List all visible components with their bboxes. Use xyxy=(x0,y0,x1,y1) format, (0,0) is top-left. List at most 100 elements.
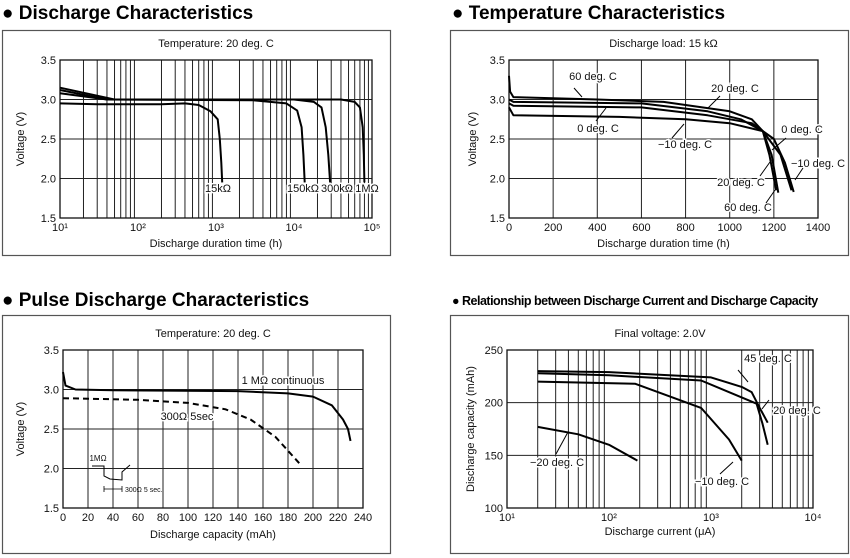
y-tick-label: 2.0 xyxy=(44,464,59,476)
label-leader-line xyxy=(555,431,569,455)
label-leader-line xyxy=(794,167,804,181)
series-line-1m- xyxy=(59,86,366,183)
x-tick-label: 10⁴ xyxy=(805,512,822,524)
x-tick-label: 10⁴ xyxy=(286,222,303,234)
series-line-45-deg-c xyxy=(537,370,769,424)
x-tick-label: 220 xyxy=(329,512,347,524)
y-tick-label: 2.5 xyxy=(490,134,505,146)
y-axis-label: Voltage (V) xyxy=(467,112,479,166)
series-line-20-deg-c xyxy=(537,372,769,446)
x-tick-label: 240 xyxy=(354,512,372,524)
y-tick-label: 250 xyxy=(485,345,503,357)
x-tick-label: 10¹ xyxy=(499,512,515,524)
x-tick-label: 10⁵ xyxy=(364,222,381,234)
heading-discharge: ● Discharge Characteristics xyxy=(2,3,254,24)
chart-panel-border xyxy=(449,29,850,257)
series-label: 20 deg. C xyxy=(711,83,759,95)
label-leader-line xyxy=(671,123,685,139)
series-line-60-deg-c xyxy=(508,75,778,191)
chart-subtitle: Discharge load: 15 kΩ xyxy=(609,38,718,50)
series-label: −10 deg. C xyxy=(695,476,749,488)
x-tick-label: 1400 xyxy=(806,222,830,234)
x-axis-label: Discharge duration time (h) xyxy=(150,238,283,250)
y-tick-label: 2.5 xyxy=(41,134,56,146)
label-leader-line xyxy=(759,161,771,177)
heading-current-capacity: ● Relationship between Discharge Current… xyxy=(452,294,818,308)
y-axis-label: Discharge capacity (mAh) xyxy=(465,366,477,492)
series-line-15k- xyxy=(59,102,224,183)
x-tick-label: 200 xyxy=(304,512,322,524)
x-tick-label: 10¹ xyxy=(52,222,68,234)
x-tick-label: 200 xyxy=(544,222,562,234)
x-tick-label: 40 xyxy=(107,512,119,524)
y-tick-label: 3.5 xyxy=(490,55,505,67)
y-axis-label: Voltage (V) xyxy=(15,112,27,166)
x-tick-label: 120 xyxy=(204,512,222,524)
series-label: −10 deg. C xyxy=(658,139,712,151)
plot-frame xyxy=(59,59,373,219)
series-line-20-deg-c xyxy=(508,98,780,193)
y-tick-label: 2.0 xyxy=(490,174,505,186)
series-label: −10 deg. C xyxy=(791,158,845,170)
plot-frame xyxy=(62,349,364,509)
series-label: 60 deg. C xyxy=(724,202,772,214)
inset-label-high: 1MΩ xyxy=(89,454,106,463)
y-tick-label: 200 xyxy=(485,398,503,410)
x-tick-label: 100 xyxy=(179,512,197,524)
label-leader-line xyxy=(573,87,583,98)
label-leader-line xyxy=(771,137,787,151)
series-line--10-deg-c xyxy=(537,380,743,462)
x-tick-label: 160 xyxy=(254,512,272,524)
series-label: 20 deg. C xyxy=(773,405,821,417)
series-label: 15kΩ xyxy=(205,183,231,195)
x-tick-label: 10³ xyxy=(208,222,224,234)
x-tick-label: 1000 xyxy=(717,222,741,234)
x-axis-label: Discharge duration time (h) xyxy=(597,238,730,250)
series-label: 1MΩ xyxy=(355,183,379,195)
x-tick-label: 800 xyxy=(676,222,694,234)
series-label: 0 deg. C xyxy=(781,124,823,136)
x-tick-label: 10³ xyxy=(703,512,719,524)
heading-temperature: ● Temperature Characteristics xyxy=(452,3,726,24)
x-tick-label: 10² xyxy=(601,512,617,524)
series-label: −20 deg. C xyxy=(530,457,584,469)
x-tick-label: 0 xyxy=(506,222,512,234)
y-tick-label: 3.0 xyxy=(41,95,56,107)
label-leader-line xyxy=(761,399,770,410)
x-tick-label: 600 xyxy=(632,222,650,234)
series-label: 150kΩ xyxy=(287,183,319,195)
x-tick-label: 80 xyxy=(157,512,169,524)
label-leader-line xyxy=(707,95,721,109)
series-line--20-deg-c xyxy=(537,425,638,462)
plot-frame xyxy=(508,59,819,219)
y-tick-label: 3.0 xyxy=(44,385,59,397)
label-leader-line xyxy=(719,461,734,475)
x-tick-label: 0 xyxy=(60,512,66,524)
inset-label-pulse: 300Ω 5 sec. xyxy=(125,487,163,494)
x-tick-label: 140 xyxy=(229,512,247,524)
x-axis-label: Discharge current (μA) xyxy=(605,526,716,538)
chart-subtitle: Temperature: 20 deg. C xyxy=(155,328,271,340)
series-label: 20 deg. C xyxy=(717,177,765,189)
x-tick-label: 1200 xyxy=(762,222,786,234)
x-axis-label: Discharge capacity (mAh) xyxy=(150,529,276,541)
series-label: 300Ω 5sec xyxy=(161,411,214,423)
label-leader-line xyxy=(765,189,776,204)
y-tick-label: 3.0 xyxy=(490,95,505,107)
series-line-1-m-continuous xyxy=(62,371,352,442)
y-tick-label: 1.5 xyxy=(490,213,505,225)
chart-4: Final voltage: 2.0V 10¹ 10² 10³ 10⁴ 100 150 200… xyxy=(449,314,850,555)
series-line-150k- xyxy=(59,92,306,183)
x-tick-label: 400 xyxy=(588,222,606,234)
chart-1: Temperature: 20 deg. C 10¹ 10² 10³ 10⁴ 10⁵ 1.5… xyxy=(1,29,392,257)
y-tick-label: 1.5 xyxy=(44,503,59,515)
series-line-0-deg-c xyxy=(508,102,795,193)
y-tick-label: 1.5 xyxy=(41,213,56,225)
chart-panel-border xyxy=(1,314,392,555)
y-tick-label: 150 xyxy=(485,450,503,462)
x-tick-label: 10² xyxy=(130,222,146,234)
chart-2: Discharge load: 15 kΩ 0 200 400 600 800 1000 12… xyxy=(449,29,850,257)
heading-pulse: ● Pulse Discharge Characteristics xyxy=(2,290,310,311)
y-tick-label: 2.0 xyxy=(41,174,56,186)
